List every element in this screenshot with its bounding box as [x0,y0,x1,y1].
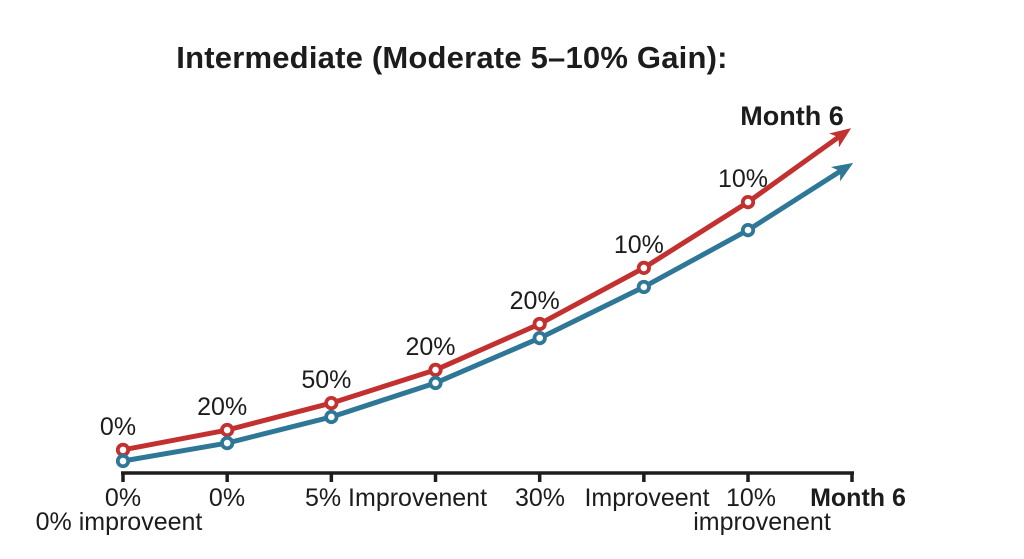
lower-trajectory-point-marker [220,435,235,451]
upper-trajectory-arrowhead [829,128,852,148]
data-point-label: 20% [510,287,560,315]
data-point-labels: 0% 20% 50% 20% 20% 10% 10% [100,165,768,441]
x-axis: 0% 0% 5% Improvenent 30% Improveent 10% Month … [36,471,906,536]
upper-trajectory-point-marker [428,362,443,378]
lower-trajectory-point-marker [428,375,443,391]
upper-trajectory-line [120,132,845,453]
lower-trajectory-point-marker [740,223,756,238]
month6-annotation: Month 6 [740,101,843,131]
upper-trajectory-point-marker [324,395,339,411]
x-tick-label: 0% [105,484,141,512]
x-tick-label: Improveent [584,484,709,512]
x-tick-sub-label: improvenent [693,508,831,536]
lower-trajectory-point-marker [532,330,547,346]
lower-trajectory-point-marker [324,409,339,425]
lower-trajectory-point-marker [115,453,131,469]
x-tick-label: 10% [726,484,776,512]
upper-trajectory-point-marker [636,260,651,276]
chart-title: Intermediate (Moderate 5–10% Gain): [176,40,727,75]
upper-trajectory-point-marker [220,422,235,438]
upper-trajectory-point-marker [532,316,547,332]
lower-trajectory-arrowhead [830,162,854,182]
lower-trajectory-line [120,166,847,464]
x-tick-label: 30% [515,484,565,512]
x-tick-label: 0% [209,484,245,512]
x-tick-sub-label: 0% improveent [36,508,203,536]
upper-trajectory-point-marker [740,194,756,210]
series-lines [120,128,854,464]
data-point-label: 10% [614,231,664,259]
x-tick-label: Month 6 [810,484,906,512]
data-point-label: 20% [405,333,455,361]
data-point-label: 10% [718,165,768,193]
data-point-label: 20% [197,393,247,421]
upper-trajectory-point-marker [115,442,131,457]
data-point-label: 0% [100,413,136,441]
data-point-label: 50% [301,366,351,394]
lower-trajectory-point-marker [636,279,651,295]
x-tick-label: 5% Improvenent [305,484,487,512]
data-point-markers [115,194,756,469]
